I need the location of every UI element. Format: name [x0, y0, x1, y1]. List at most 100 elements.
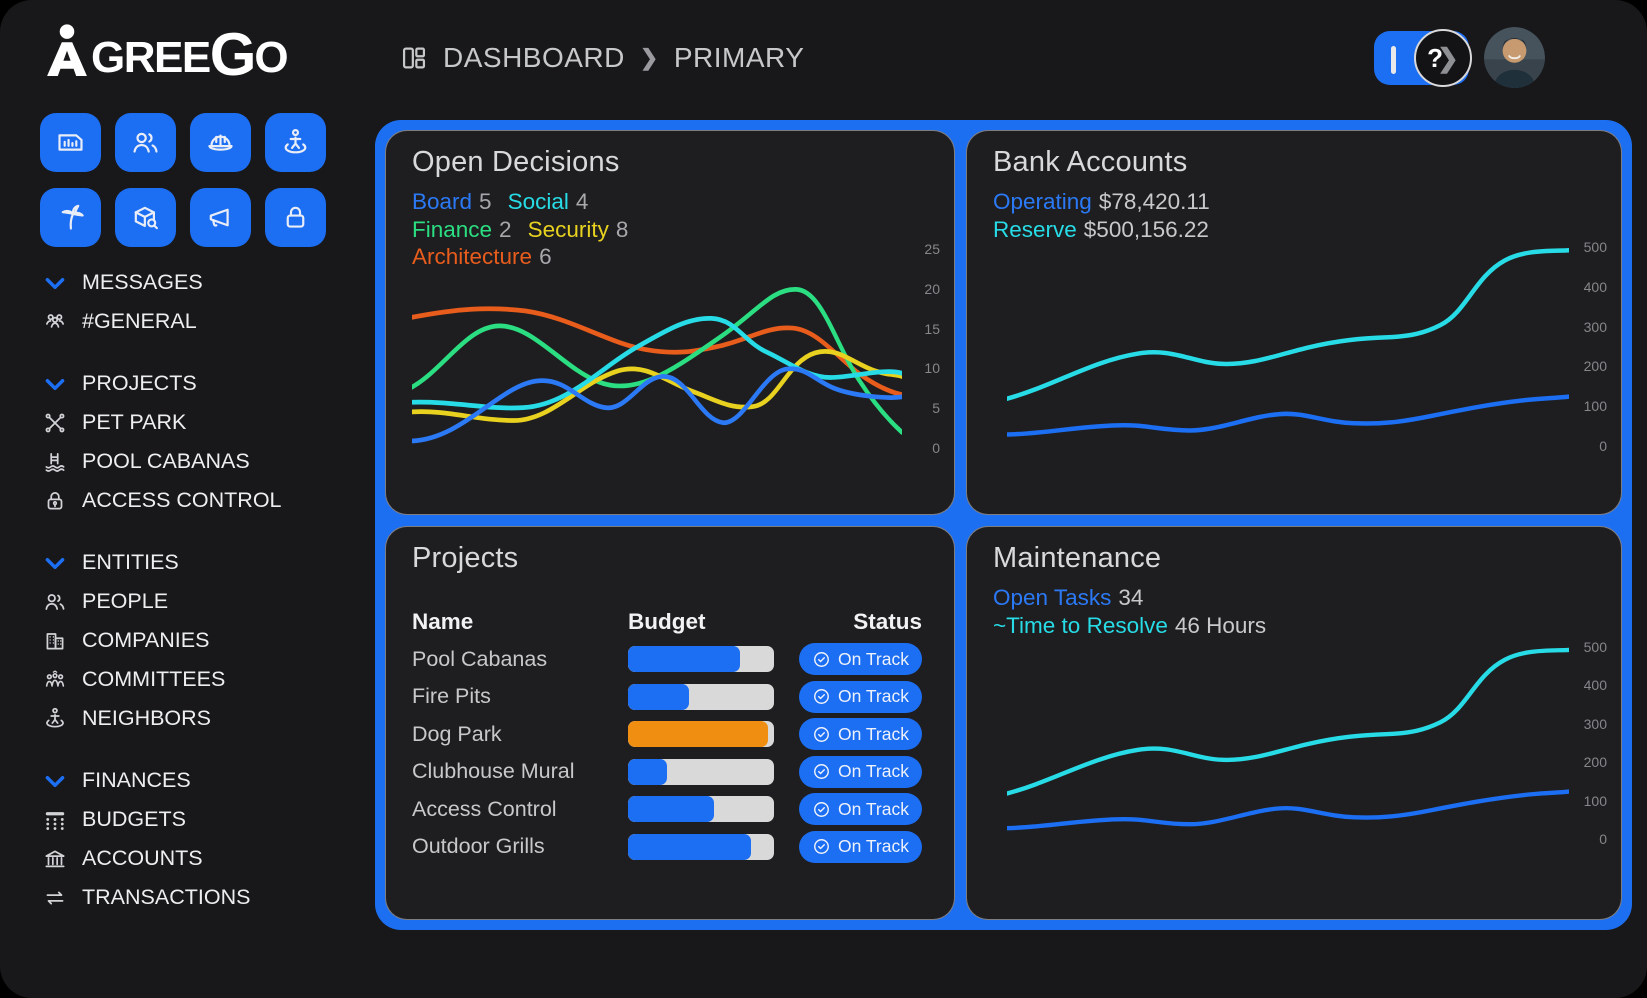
status-badge[interactable]: On Track — [799, 830, 922, 863]
progress-fill — [628, 721, 769, 748]
lock-icon — [286, 206, 305, 228]
sidebar-item-label: NEIGHBORS — [82, 706, 212, 730]
section-label: ENTITIES — [82, 550, 179, 574]
padlock-keyhole-icon — [42, 488, 68, 514]
sidebar-item-label: PET PARK — [82, 410, 187, 434]
security-button[interactable] — [265, 188, 326, 247]
chevron-down-icon — [42, 768, 68, 794]
sidebar-item-label: COMMITTEES — [82, 667, 226, 691]
nav-section-finances: FINANCES BUDGETS ACCOUNTS — [42, 761, 372, 917]
section-header-messages[interactable]: MESSAGES — [42, 263, 372, 302]
sidebar-item-accounts[interactable]: ACCOUNTS — [42, 839, 372, 878]
sidebar-item-pet-park[interactable]: PET PARK — [42, 403, 372, 442]
y-tick: 500 — [1583, 639, 1607, 655]
sidebar-nav: MESSAGES #GENERAL PROJECTS — [42, 263, 372, 940]
stat-label: Open Tasks — [993, 585, 1112, 610]
report-chart-icon — [58, 134, 83, 151]
sidebar-item-transactions[interactable]: TRANSACTIONS — [42, 878, 372, 917]
y-tick: 0 — [932, 439, 940, 456]
bank-accounts-stats: Operating $78,420.11 Reserve $500,156.22 — [993, 188, 1210, 243]
legend-label: Security — [527, 216, 609, 242]
announcements-button[interactable] — [190, 188, 251, 247]
chevron-down-icon — [42, 371, 68, 397]
sidebar-item-label: POOL CABANAS — [82, 449, 250, 473]
neighbor-icon — [284, 129, 307, 154]
section-header-finances[interactable]: FINANCES — [42, 761, 372, 800]
project-name: Dog Park — [412, 721, 502, 746]
sidebar-item-access-control[interactable]: ACCESS CONTROL — [42, 481, 372, 520]
y-tick: 5 — [932, 400, 940, 417]
breadcrumb-page[interactable]: PRIMARY — [673, 42, 805, 73]
status-badge[interactable]: On Track — [799, 793, 922, 826]
dashboard-layout-icon — [400, 44, 428, 72]
column-header-status: Status — [853, 608, 922, 634]
y-tick: 300 — [1583, 715, 1607, 732]
hard-hat-icon — [208, 134, 233, 151]
check-circle-icon — [814, 689, 829, 705]
y-tick: 400 — [1583, 278, 1607, 295]
status-label: On Track — [838, 761, 909, 782]
y-tick: 25 — [924, 241, 940, 257]
assistant-toggle[interactable]: ? ❯ — [1374, 29, 1472, 87]
user-avatar[interactable] — [1484, 27, 1545, 88]
legend-label: Board — [412, 189, 473, 214]
progress-fill — [628, 833, 751, 860]
table-row: Access Control On Track — [412, 791, 922, 829]
residents-button[interactable] — [115, 113, 176, 172]
sidebar-item-committees[interactable]: COMMITTEES — [42, 660, 372, 699]
y-tick: 100 — [1583, 398, 1607, 415]
budget-progress-bar — [628, 683, 774, 710]
legend-value: 6 — [539, 244, 552, 269]
sidebar-item-pool-cabanas[interactable]: POOL CABANAS — [42, 442, 372, 481]
neighbors-button[interactable] — [265, 113, 326, 172]
y-tick: 15 — [924, 320, 940, 337]
legend-label: Social — [507, 189, 569, 214]
chevron-right-icon: ❯ — [1437, 42, 1459, 73]
check-circle-icon — [814, 764, 829, 780]
sidebar-item-people[interactable]: PEOPLE — [42, 582, 372, 621]
y-tick: 400 — [1583, 677, 1607, 694]
chevron-down-icon — [42, 550, 68, 576]
sidebar-item-companies[interactable]: COMPANIES — [42, 621, 372, 660]
nav-section-messages: MESSAGES #GENERAL — [42, 263, 372, 341]
maintenance-chart: 500 400 300 200 100 0 — [1007, 639, 1607, 847]
table-row: Fire Pits On Track — [412, 678, 922, 716]
crossed-bones-icon — [42, 410, 68, 436]
sidebar-item-label: BUDGETS — [82, 807, 186, 831]
sidebar-item-label: COMPANIES — [82, 628, 210, 652]
group-icon — [42, 309, 68, 335]
amenities-button[interactable] — [40, 188, 101, 247]
y-tick: 0 — [1599, 437, 1607, 454]
breadcrumb-section[interactable]: DASHBOARD — [443, 42, 625, 73]
nav-section-projects: PROJECTS PET PARK — [42, 364, 372, 520]
projects-card: Projects Name Budget Status Pool Cabanas… — [385, 526, 955, 920]
status-badge[interactable]: On Track — [799, 643, 922, 676]
bank-accounts-chart: 500 400 300 200 100 0 — [1007, 239, 1607, 454]
status-badge[interactable]: On Track — [799, 755, 922, 788]
project-name: Fire Pits — [412, 684, 491, 709]
y-tick: 300 — [1583, 318, 1607, 335]
people-icon — [42, 589, 68, 615]
sidebar-item-neighbors[interactable]: NEIGHBORS — [42, 699, 372, 738]
legend-value: 5 — [479, 189, 492, 214]
status-badge[interactable]: On Track — [799, 718, 922, 751]
help-expand-button[interactable]: ? ❯ — [1414, 29, 1472, 87]
palm-tree-icon — [61, 204, 84, 230]
stat-value: 46 Hours — [1174, 612, 1267, 638]
check-circle-icon — [814, 839, 829, 855]
stat-value: $500,156.22 — [1083, 216, 1209, 242]
y-tick: 200 — [1583, 358, 1607, 375]
reports-button[interactable] — [40, 113, 101, 172]
assets-button[interactable] — [115, 188, 176, 247]
legend-label: Finance — [412, 216, 493, 242]
section-header-entities[interactable]: ENTITIES — [42, 543, 372, 582]
maintenance-card: Maintenance Open Tasks 34 ~Time to Resolv… — [966, 526, 1622, 920]
section-header-projects[interactable]: PROJECTS — [42, 364, 372, 403]
sidebar-item-label: #GENERAL — [82, 309, 197, 333]
maintenance-stats: Open Tasks 34 ~Time to Resolve 46 Hours — [993, 584, 1266, 639]
construction-button[interactable] — [190, 113, 251, 172]
sidebar-item-general[interactable]: #GENERAL — [42, 302, 372, 341]
status-badge[interactable]: On Track — [799, 680, 922, 713]
sidebar-item-budgets[interactable]: BUDGETS — [42, 800, 372, 839]
section-label: FINANCES — [82, 768, 191, 792]
